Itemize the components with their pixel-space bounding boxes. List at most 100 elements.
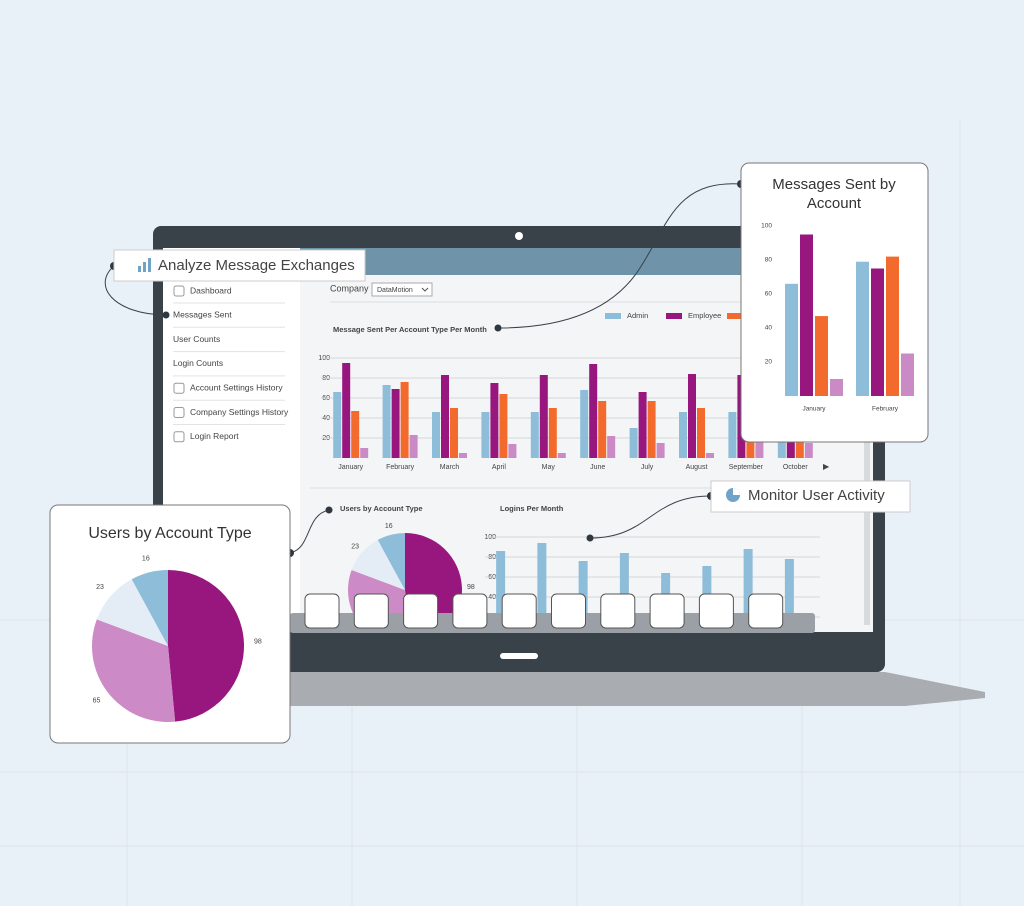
bar [490,383,499,458]
menu-item[interactable]: User Counts [173,334,220,344]
bar [598,401,607,458]
key [551,593,586,629]
bar [382,385,391,458]
connector [497,183,742,329]
bar [688,374,696,458]
bar [804,443,813,458]
pie-icon-slice [733,488,740,495]
key [403,593,439,629]
menu-item[interactable]: Account Settings History [190,382,283,392]
bar [901,353,914,396]
menu-icon [173,382,185,394]
x-tick-label: May [542,464,556,471]
connector [589,495,712,539]
bar [481,412,490,458]
chart-title: Users by Account Type [340,504,423,513]
y-tick-label: 40 [765,325,773,332]
bar [785,283,798,396]
legend-swatch [605,313,621,319]
callout-title: Users by Account Type [88,525,252,542]
bar [360,448,369,458]
x-tick-label: October [783,464,809,471]
menu-item[interactable]: Login Report [190,431,239,441]
bar [537,543,547,632]
bar [450,408,458,458]
bar [886,256,899,396]
slice-label: 23 [96,584,104,591]
bar [351,411,360,458]
x-tick-label: August [686,464,708,471]
menu-item[interactable]: Login Counts [173,358,223,368]
bar [607,436,616,458]
menu-icon [173,431,185,443]
callout-label: Analyze Message Exchanges [158,257,355,274]
bar [800,234,813,396]
bar [656,443,665,458]
bar [728,412,737,458]
bar [508,444,517,458]
bar [679,412,687,458]
bar [580,390,589,458]
bar [871,268,884,396]
menu-icon [173,407,185,418]
dot [162,311,170,319]
y-tick-label: 60 [765,291,773,298]
bar [333,392,342,458]
key [304,593,340,629]
menu-item[interactable]: Company Settings History [190,407,289,417]
dropdown-value: DataMotion [377,287,413,294]
bar [342,363,351,458]
y-tick-label: 100 [761,223,772,230]
x-tick-label: July [641,464,654,471]
pie-slice [131,570,168,646]
bar [589,364,598,458]
bar [706,453,714,458]
callout-box [710,480,911,513]
dot [586,534,594,542]
y-tick-label: 80 [765,257,773,264]
bar [743,549,753,632]
y-tick-label: 20 [765,359,773,366]
x-tick-label: January [802,406,826,413]
pie-slice [96,579,168,646]
key [698,593,734,629]
scroll-arrow[interactable]: ▶ [823,462,830,471]
bar [815,316,828,396]
camera [515,232,523,240]
x-tick-label: September [729,464,764,471]
x-tick-label: March [440,464,460,471]
pie-slice [168,570,244,722]
filter-label: Company [330,283,369,293]
legend-label: Admin [627,311,648,320]
dropdown[interactable] [371,282,433,297]
bar [557,453,566,458]
connector [289,509,330,554]
scrollbar [864,275,870,625]
connector [104,265,167,316]
x-tick-label: June [590,464,605,471]
menu-icon [173,285,185,297]
bar [697,408,705,458]
bar-icon [138,258,151,272]
pie-slice [377,533,405,590]
bar [830,379,843,396]
key [501,593,537,629]
bar [539,375,548,458]
x-tick-label: February [872,406,899,413]
chart-title: Logins Per Month [500,504,564,513]
menu-item[interactable]: Messages Sent [173,310,232,320]
bar [856,261,869,396]
notch [500,653,538,659]
bar [755,436,764,458]
x-tick-label: April [492,464,506,471]
bar [459,453,467,458]
key [649,593,685,629]
bar [629,428,638,458]
slice-label: 16 [142,556,150,563]
bar [432,412,440,458]
menu-item[interactable]: Dashboard [190,285,232,295]
slice-label: 65 [93,698,101,705]
legend-swatch [666,313,682,319]
bar [391,389,400,458]
